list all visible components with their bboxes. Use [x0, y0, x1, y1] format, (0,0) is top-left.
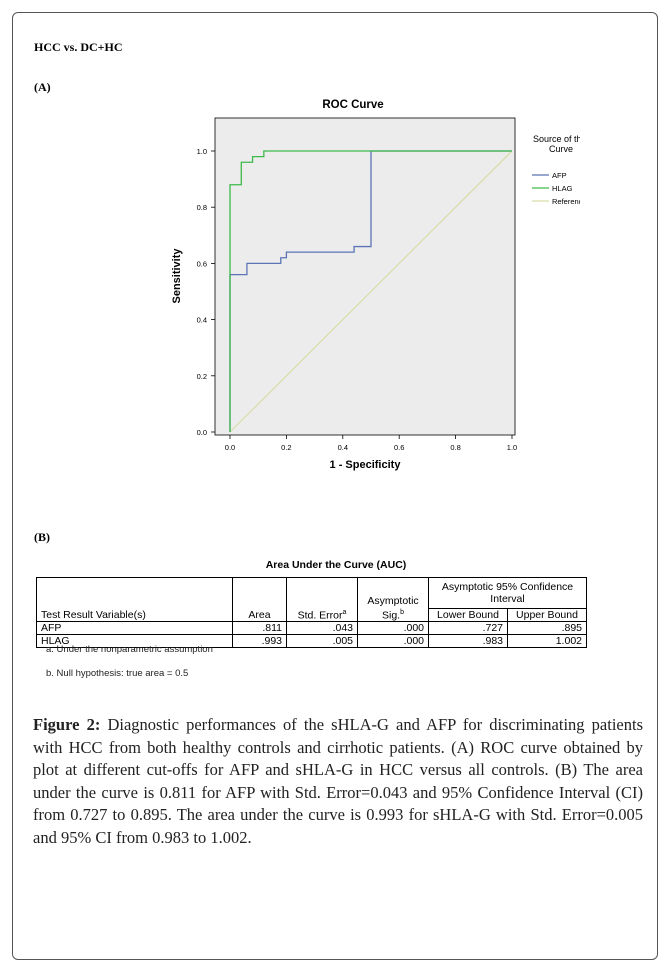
x-tick-label: 0.0 — [225, 443, 235, 452]
table-subheader-row: Lower Bound Upper Bound — [37, 608, 587, 622]
y-tick-label: 1.0 — [197, 147, 207, 156]
y-tick-label: 0.6 — [197, 259, 207, 268]
y-ticks: 0.0 0.2 0.4 0.6 0.8 1.0 — [197, 147, 215, 437]
x-axis-label: 1 - Specificity — [330, 459, 402, 471]
auc-table: Test Result Variable(s) Area Std. Errora… — [36, 577, 587, 648]
table-row: AFP .811 .043 .000 .727 .895 — [36, 621, 587, 635]
figure-caption: Figure 2: Diagnostic performances of the… — [33, 714, 643, 849]
series-line-afp — [229, 150, 512, 432]
header-area: Area — [232, 577, 287, 622]
roc-chart: ROC Curve 0.00.20.40.60.81.0 0.0 0.2 0.4 0.… — [171, 99, 580, 471]
table-header-row: Test Result Variable(s) Area Std. Errora… — [36, 577, 587, 622]
x-ticks: 0.0 0.2 0.4 0.6 0.8 1.0 — [225, 435, 517, 452]
series-line-reference-line — [229, 150, 513, 433]
header-std-error: Std. Errora — [286, 577, 358, 622]
x-tick-label: 0.4 — [338, 443, 348, 452]
chart-title: ROC Curve — [322, 99, 383, 111]
plot-area — [214, 117, 516, 436]
y-axis-label: Sensitivity — [171, 248, 183, 304]
legend-label: Reference Line — [552, 197, 580, 206]
x-tick-label: 1.0 — [507, 443, 517, 452]
cell-std-error: .005 — [286, 634, 358, 648]
caption-text: Diagnostic performances of the sHLA-G an… — [33, 715, 643, 847]
panel-label-b: (B) — [34, 530, 50, 544]
y-tick-label: 0.8 — [197, 203, 207, 212]
caption-label: Figure 2: — [33, 715, 101, 734]
cell-upper: .895 — [507, 621, 587, 635]
x-tick-label: 0.8 — [450, 443, 460, 452]
cell-lower: .727 — [428, 621, 508, 635]
header-variable: Test Result Variable(s) — [36, 577, 233, 622]
header-lower: Lower Bound — [428, 608, 508, 622]
cell-area: .811 — [232, 621, 287, 635]
cell-sig: .000 — [357, 634, 429, 648]
legend-label: AFP — [552, 171, 567, 180]
x-tick-label: 0.2 — [281, 443, 291, 452]
footnote-b: b. Null hypothesis: true area = 0.5 — [46, 668, 189, 679]
y-tick-label: 0.2 — [197, 372, 207, 381]
table-row: HLAG .993 .005 .000 .983 1.002 — [36, 634, 587, 648]
legend-title-line1: Source of the — [533, 134, 580, 144]
legend-label: HLAG — [552, 184, 573, 193]
legend-title: Source of the Curve — [533, 134, 580, 154]
legend-title-line2: Curve — [549, 144, 573, 154]
footnote-a: a. Under the nonparametric assumption — [46, 644, 213, 655]
x-tick-label: 0.6 — [394, 443, 404, 452]
y-tick-label: 0.0 — [197, 428, 207, 437]
cell-std-error: .043 — [286, 621, 358, 635]
cell-area: .993 — [232, 634, 287, 648]
panel-title: HCC vs. DC+HC — [34, 40, 123, 54]
cell-upper: 1.002 — [507, 634, 587, 648]
y-tick-label: 0.4 — [197, 316, 207, 325]
series-line-hlag — [229, 150, 512, 432]
cell-variable: AFP — [36, 621, 233, 635]
auc-table-title: Area Under the Curve (AUC) — [265, 559, 407, 571]
series-group — [229, 150, 513, 433]
cell-sig: .000 — [357, 621, 429, 635]
cell-lower: .983 — [428, 634, 508, 648]
panel-label-a: (A) — [34, 80, 51, 94]
header-ci-group: Asymptotic 95% Confidence Interval — [428, 577, 587, 609]
header-asym-sig: Asymptotic Sig.b — [357, 577, 429, 622]
cell-variable: HLAG — [36, 634, 233, 648]
header-upper: Upper Bound — [507, 608, 587, 622]
legend: AFP HLAG Reference Line — [532, 171, 580, 206]
